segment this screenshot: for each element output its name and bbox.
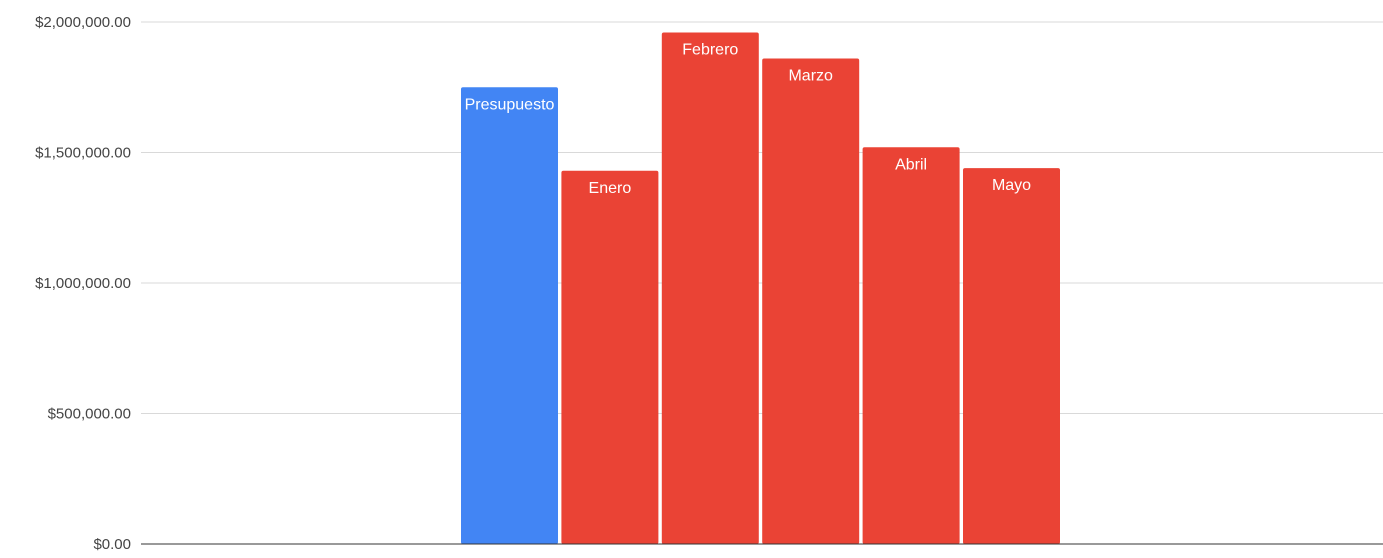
bar-label-mayo: Mayo (992, 177, 1031, 194)
bar-mayo[interactable] (963, 168, 1060, 544)
bars (461, 32, 1060, 544)
bar-label-abril: Abril (895, 156, 927, 173)
bar-labels: Presupuesto Enero Febrero Marzo Abril Mayo (465, 41, 1032, 196)
y-axis-tick-labels: $0.00 $500,000.00 $1,000,000.00 $1,500,000.… (35, 14, 131, 553)
bar-label-marzo: Marzo (788, 68, 833, 85)
bar-label-presupuesto: Presupuesto (465, 96, 555, 113)
gridlines (141, 21, 1383, 414)
y-tick-label: $1,000,000.00 (35, 275, 131, 292)
bar-marzo[interactable] (762, 58, 860, 544)
y-tick-label: $500,000.00 (48, 406, 131, 423)
bar-label-febrero: Febrero (682, 41, 738, 58)
bar-label-enero: Enero (589, 180, 632, 197)
bar-enero[interactable] (561, 170, 659, 544)
bar-presupuesto[interactable] (461, 87, 558, 544)
bar-febrero[interactable] (661, 32, 759, 544)
bar-abril[interactable] (862, 147, 960, 544)
y-tick-label: $2,000,000.00 (35, 14, 131, 31)
y-tick-label: $0.00 (93, 536, 131, 553)
y-tick-label: $1,500,000.00 (35, 145, 131, 162)
